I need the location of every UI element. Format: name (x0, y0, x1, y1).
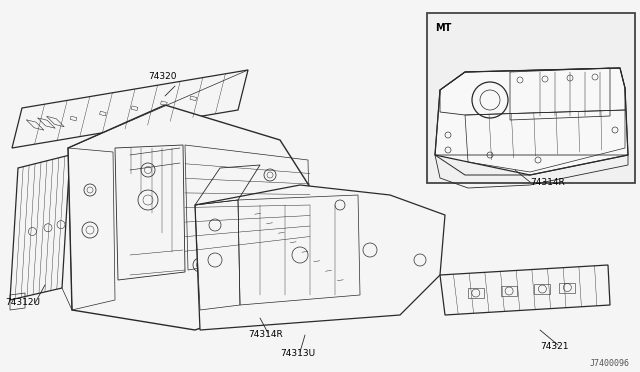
Text: MT: MT (435, 23, 451, 33)
Polygon shape (10, 155, 70, 300)
Text: 74321: 74321 (540, 342, 568, 351)
Text: 74320: 74320 (148, 72, 177, 81)
Text: 74314R: 74314R (248, 330, 283, 339)
Polygon shape (440, 265, 610, 315)
Polygon shape (435, 68, 628, 175)
Text: 74312U: 74312U (5, 298, 40, 307)
Polygon shape (68, 105, 315, 330)
Polygon shape (12, 70, 248, 148)
Text: 74314R: 74314R (530, 178, 564, 187)
Text: J7400096: J7400096 (590, 359, 630, 368)
Bar (427, 13, 635, 183)
Text: 74313U: 74313U (280, 349, 315, 358)
Polygon shape (195, 185, 445, 330)
